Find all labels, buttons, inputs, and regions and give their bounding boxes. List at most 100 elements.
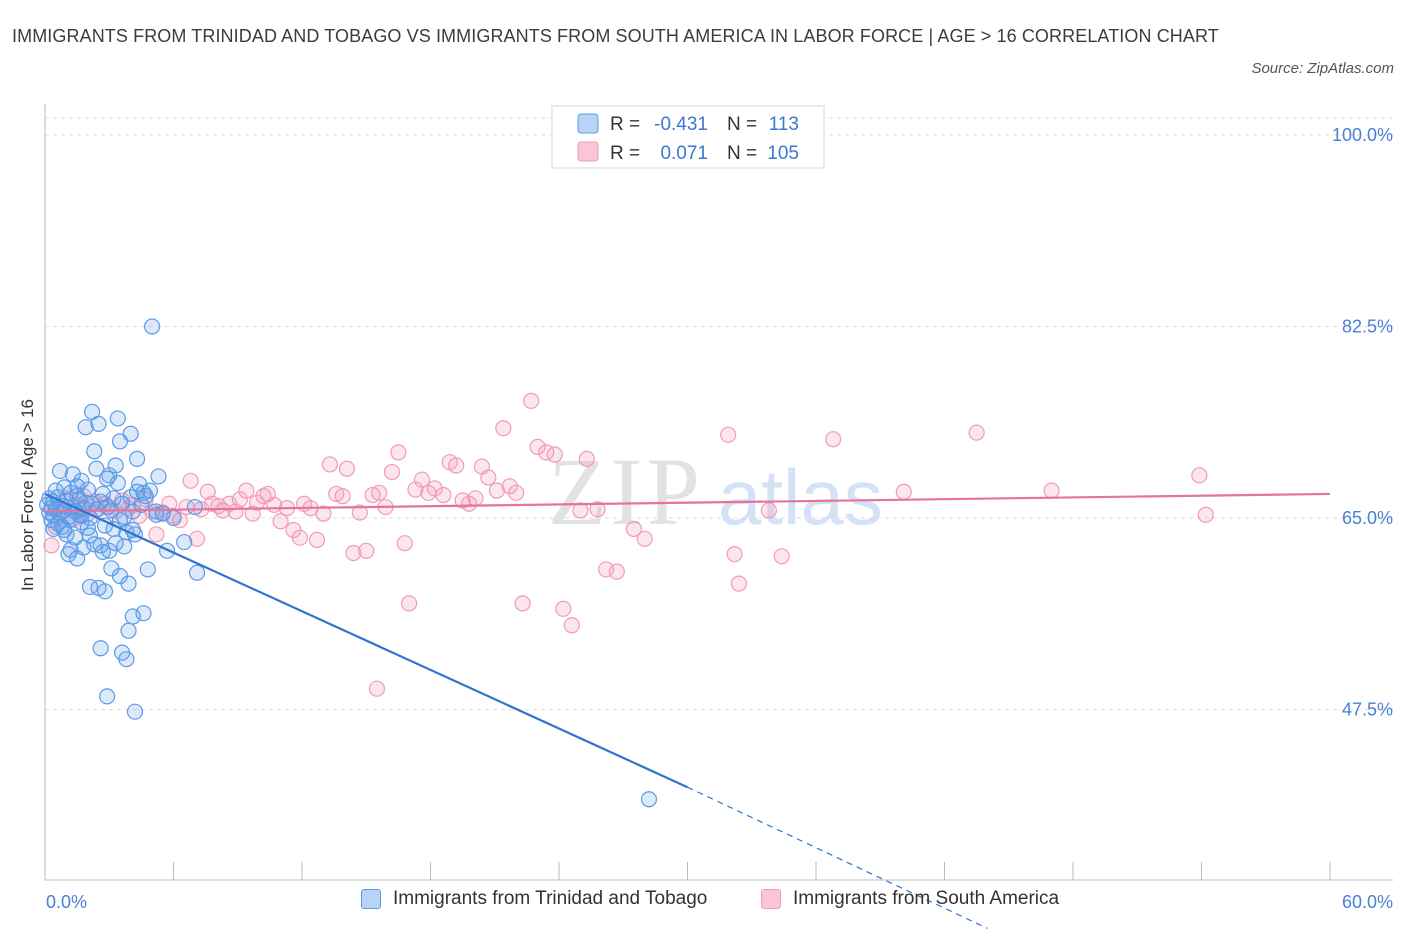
- data-point-trinidad-tobago: [116, 538, 133, 555]
- data-point-south-america: [1191, 467, 1208, 484]
- legend-label-trinidad-tobago: Immigrants from Trinidad and Tobago: [393, 888, 708, 909]
- data-point-trinidad-tobago: [51, 462, 69, 480]
- grid-lines: [45, 117, 1393, 710]
- data-point-trinidad-tobago: [120, 622, 137, 639]
- data-point-trinidad-tobago: [135, 484, 152, 501]
- data-point-south-america: [371, 484, 388, 501]
- data-point-south-america: [383, 463, 401, 481]
- data-point-south-america: [608, 563, 625, 580]
- data-point-trinidad-tobago: [176, 533, 193, 551]
- series-south-america-points: [43, 392, 1214, 697]
- data-point-trinidad-tobago: [148, 503, 165, 520]
- data-point-trinidad-tobago: [69, 488, 86, 505]
- data-point-trinidad-tobago: [99, 498, 116, 516]
- legend-n-value-pink: 105: [767, 143, 799, 164]
- data-point-trinidad-tobago: [107, 457, 124, 474]
- data-point-south-america: [426, 480, 443, 497]
- data-point-south-america: [148, 526, 165, 543]
- data-point-trinidad-tobago: [135, 605, 152, 622]
- data-point-trinidad-tobago: [139, 561, 156, 578]
- data-point-south-america: [625, 520, 643, 538]
- data-point-trinidad-tobago: [99, 688, 116, 705]
- data-point-south-america: [358, 542, 375, 559]
- data-point-south-america: [589, 501, 606, 518]
- y-tick-labels: 47.5% 65.0% 82.5% 100.0%: [1332, 125, 1393, 720]
- data-point-south-america: [396, 535, 413, 552]
- data-point-trinidad-tobago: [81, 527, 99, 544]
- data-point-south-america: [238, 482, 255, 499]
- legend-swatch-blue: [361, 889, 381, 909]
- data-point-trinidad-tobago: [73, 472, 90, 489]
- legend-r-value-blue: -0.431: [654, 114, 708, 135]
- y-tick-label: 82.5%: [1342, 317, 1393, 337]
- data-point-south-america: [214, 502, 231, 519]
- data-point-trinidad-tobago: [56, 479, 73, 496]
- data-point-south-america: [368, 680, 386, 697]
- y-tick-label: 100.0%: [1332, 125, 1393, 145]
- data-point-trinidad-tobago: [109, 474, 126, 492]
- data-point-south-america: [1043, 482, 1060, 499]
- data-point-trinidad-tobago: [77, 419, 94, 436]
- data-point-south-america: [529, 438, 546, 455]
- data-point-south-america: [523, 392, 540, 410]
- data-point-trinidad-tobago: [133, 496, 150, 513]
- data-point-south-america: [636, 530, 653, 547]
- data-point-trinidad-tobago: [96, 583, 114, 600]
- data-point-south-america: [315, 505, 332, 522]
- data-point-south-america: [501, 478, 518, 495]
- data-point-south-america: [435, 486, 452, 504]
- y-axis-label: In Labor Force | Age > 16: [18, 399, 37, 591]
- legend-swatch-pink: [761, 889, 781, 909]
- data-point-trinidad-tobago: [126, 703, 144, 720]
- data-point-south-america: [730, 575, 748, 592]
- data-point-trinidad-tobago: [92, 537, 109, 554]
- data-point-trinidad-tobago: [81, 578, 99, 596]
- data-point-trinidad-tobago: [120, 575, 137, 592]
- watermark-zip: ZIP: [548, 438, 704, 545]
- data-point-trinidad-tobago: [88, 460, 105, 477]
- data-point-trinidad-tobago: [90, 415, 107, 432]
- data-point-south-america: [895, 483, 912, 500]
- bottom-legend: Immigrants from Trinidad and Tobago Immi…: [0, 888, 1406, 916]
- data-point-trinidad-tobago: [86, 443, 103, 460]
- data-point-south-america: [171, 512, 189, 529]
- data-point-trinidad-tobago: [143, 318, 161, 335]
- data-point-south-america: [407, 481, 424, 498]
- data-point-south-america: [448, 457, 465, 474]
- data-point-south-america: [308, 531, 326, 548]
- data-point-south-america: [467, 490, 484, 507]
- data-point-trinidad-tobago: [105, 490, 122, 507]
- data-point-trinidad-tobago: [128, 450, 146, 468]
- legend-box: R = -0.431 N = 113 R = 0.071 N = 105: [551, 105, 825, 169]
- legend-r-value-pink: 0.071: [660, 143, 708, 164]
- data-point-south-america: [334, 488, 351, 505]
- data-point-south-america: [720, 426, 737, 443]
- legend-label-south-america: Immigrants from South America: [793, 888, 1060, 909]
- data-point-trinidad-tobago: [188, 564, 206, 581]
- data-point-south-america: [188, 530, 206, 547]
- data-point-south-america: [508, 484, 525, 501]
- data-point-south-america: [726, 546, 743, 563]
- data-point-south-america: [413, 471, 431, 488]
- data-point-south-america: [555, 600, 572, 617]
- data-point-south-america: [514, 595, 531, 612]
- data-point-trinidad-tobago: [109, 410, 126, 427]
- data-point-south-america: [182, 472, 199, 489]
- data-point-south-america: [364, 486, 381, 504]
- data-point-trinidad-tobago: [56, 521, 73, 539]
- trend-line-extension-trinidad-tobago: [687, 786, 988, 929]
- data-point-south-america: [199, 483, 216, 500]
- x-tick-label: 0.0%: [46, 892, 87, 912]
- data-point-trinidad-tobago: [64, 466, 81, 483]
- data-point-trinidad-tobago: [62, 541, 79, 558]
- legend-item-south-america: Immigrants from South America: [761, 888, 1059, 910]
- data-point-trinidad-tobago: [118, 651, 135, 668]
- data-point-south-america: [227, 503, 244, 520]
- legend-swatch-pink: [577, 141, 599, 162]
- data-point-south-america: [248, 494, 266, 511]
- data-point-south-america: [968, 424, 985, 441]
- data-point-south-america: [328, 485, 345, 503]
- data-point-south-america: [760, 502, 777, 519]
- series-trinidad-tobago-points: [39, 318, 658, 808]
